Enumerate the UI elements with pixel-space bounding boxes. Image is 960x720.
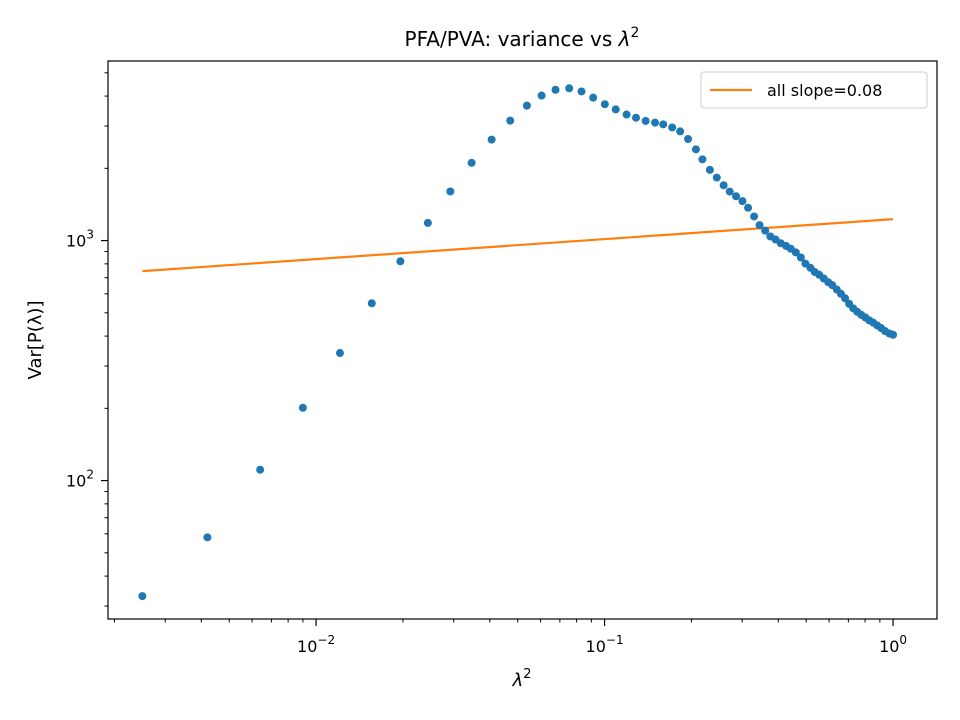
data-point <box>738 197 747 206</box>
data-point <box>138 592 147 601</box>
data-point <box>659 120 668 129</box>
data-point <box>522 101 531 110</box>
data-point <box>611 105 620 114</box>
data-point <box>298 403 307 412</box>
data-point <box>423 218 432 227</box>
data-point <box>203 533 212 542</box>
data-point <box>467 158 476 167</box>
data-point <box>691 145 700 154</box>
data-point <box>551 85 560 94</box>
x-axis-label: λ2 <box>512 667 532 691</box>
y-tick-label: 102 <box>66 468 94 491</box>
data-point <box>367 299 376 308</box>
legend-box <box>700 71 928 109</box>
data-point <box>712 173 721 182</box>
data-point <box>537 91 546 100</box>
data-point <box>732 192 741 201</box>
data-point <box>725 187 734 196</box>
data-point <box>622 110 631 119</box>
x-tick-label: 100 <box>879 633 907 656</box>
data-point <box>889 330 898 339</box>
tick-marks: 10−2 10−1 100 102 103 <box>66 72 907 656</box>
data-point <box>698 155 707 164</box>
data-point <box>796 253 805 262</box>
x-tick-label: 10−1 <box>586 633 624 656</box>
data-point <box>791 248 800 257</box>
data-point <box>600 100 609 109</box>
data-point <box>506 116 515 125</box>
data-point <box>761 226 770 235</box>
data-point <box>755 221 764 230</box>
legend-label: all slope=0.08 <box>767 81 882 100</box>
data-point <box>631 113 640 122</box>
data-point <box>335 349 344 358</box>
data-point <box>719 181 728 190</box>
data-point <box>744 203 753 212</box>
data-point <box>750 212 759 221</box>
x-tick-label: 10−2 <box>297 633 335 656</box>
legend: all slope=0.08 <box>700 71 928 109</box>
data-point <box>396 257 405 266</box>
axes-frame <box>107 60 938 620</box>
data-point <box>446 187 455 196</box>
data-point <box>705 165 714 174</box>
data-point <box>651 118 660 127</box>
y-tick-label: 103 <box>66 228 94 251</box>
data-point <box>256 465 265 474</box>
data-point <box>841 294 850 303</box>
data-point <box>589 93 598 102</box>
data-point <box>668 123 677 132</box>
data-point <box>676 127 685 136</box>
data-point <box>684 134 693 143</box>
y-axis-label: Var[P(λ)] <box>25 301 46 380</box>
data-point <box>565 84 574 93</box>
data-point <box>487 135 496 144</box>
data-point <box>577 87 586 96</box>
plot-area <box>138 84 898 601</box>
data-point <box>641 116 650 125</box>
chart-title: PFA/PVA: variance vs λ2 <box>405 25 640 51</box>
